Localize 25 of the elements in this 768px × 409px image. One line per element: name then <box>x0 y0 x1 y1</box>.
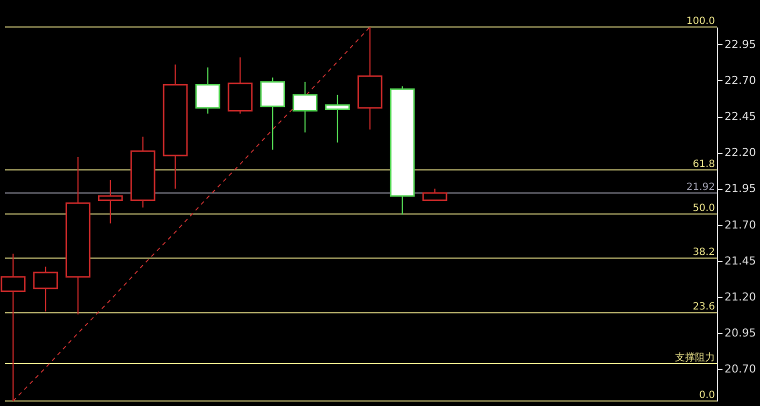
ref-line-label: 23.6 <box>692 302 715 313</box>
ref-line-label: 61.8 <box>692 158 715 170</box>
ref-line-label: 100.0 <box>686 16 715 27</box>
candlestick <box>195 66 220 114</box>
candlestick <box>98 179 123 224</box>
y-tick-label: 21.95 <box>724 182 756 196</box>
line-series <box>12 26 370 402</box>
y-tick-label: 22.70 <box>724 74 756 87</box>
ref-line-label: 支撑阻力 <box>675 351 715 364</box>
ref-line-label: 21.92 <box>686 182 715 194</box>
y-tick-label: 21.20 <box>724 290 756 304</box>
candlestick <box>33 266 58 312</box>
candlestick <box>292 81 318 134</box>
ref-line-label: 50.0 <box>692 203 715 214</box>
y-tick-label: 21.45 <box>724 254 756 268</box>
ref-line-label: 38.2 <box>692 247 715 258</box>
y-tick-label: 21.70 <box>724 218 756 232</box>
y-tick-label: 22.95 <box>724 38 756 51</box>
y-tick-label: 20.70 <box>724 362 756 376</box>
candlestick <box>422 188 448 202</box>
y-tick-label: 22.20 <box>724 146 756 160</box>
y-tick-label: 22.45 <box>724 110 756 124</box>
y-tick-label: 20.95 <box>724 326 756 340</box>
ref-line-label: 0.0 <box>699 390 715 401</box>
candlestick <box>325 94 350 144</box>
